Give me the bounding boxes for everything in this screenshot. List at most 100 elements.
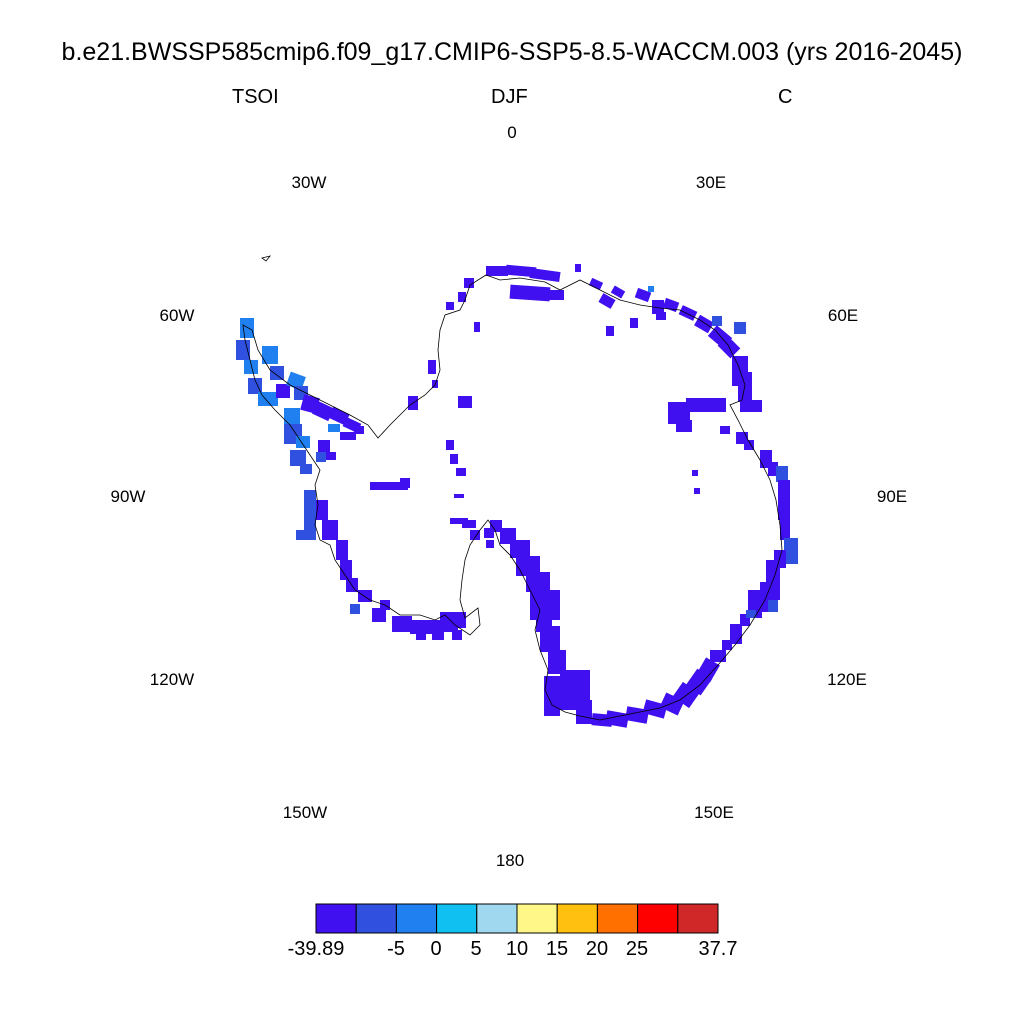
colorbar-tick-label: 5 (470, 938, 482, 960)
tsoi-grid-cell (510, 540, 530, 558)
colorbar-swatch (596, 903, 639, 934)
colorbar-swatch (395, 903, 438, 934)
colorbar (315, 903, 719, 934)
tsoi-grid-cell (676, 420, 692, 432)
colorbar-swatch (516, 903, 558, 934)
tsoi-grid-cell (340, 560, 352, 580)
tsoi-grid-cell (746, 610, 756, 618)
tsoi-grid-cell (634, 287, 652, 303)
tsoi-grid-cell (575, 264, 581, 272)
variable-label: TSOI (232, 86, 279, 108)
tsoi-grid-cell (740, 614, 750, 626)
colorbar-swatch (677, 903, 719, 934)
lon-label-150e: 150E (694, 803, 734, 822)
colorbar-swatch (637, 903, 679, 934)
tsoi-grid-cell (248, 378, 262, 394)
tsoi-grid-cell (624, 706, 650, 724)
tsoi-grid-cell (416, 630, 426, 640)
colorbar-swatch (476, 903, 518, 934)
tsoi-grid-cell (734, 322, 746, 334)
lon-label-30e: 30E (695, 173, 727, 192)
lon-label-120e: 120E (827, 670, 867, 689)
colorbar-tick-label: 20 (585, 938, 609, 960)
tsoi-grid-cell (486, 266, 508, 276)
map-title: b.e21.BWSSP585cmip6.f09_g17.CMIP6-SSP5-8… (61, 38, 963, 66)
tsoi-grid-cell (780, 520, 790, 540)
antarctica-coastline (242, 274, 783, 721)
island-outline (261, 255, 272, 262)
tsoi-grid-cell (784, 538, 798, 564)
tsoi-grid-cell (300, 464, 312, 474)
colorbar-swatch (355, 903, 397, 934)
tsoi-grid-cell (258, 392, 278, 406)
tsoi-grid-cell (548, 650, 566, 674)
tsoi-grid-cell (474, 322, 480, 332)
tsoi-grid-cell (500, 528, 516, 544)
tsoi-grid-cell (648, 286, 654, 292)
lon-label-60e: 60E (827, 306, 859, 325)
tsoi-grid-cell (428, 360, 436, 374)
tsoi-grid-cell (768, 462, 778, 476)
colorbar-tick-label: 15 (545, 938, 569, 960)
tsoi-grid-cell (588, 277, 604, 291)
tsoi-grid-cell (350, 604, 360, 614)
tsoi-grid-cell (694, 488, 700, 494)
tsoi-grid-cell (400, 478, 410, 488)
tsoi-grid-cell (328, 424, 340, 432)
colorbar-tick-label: 10 (505, 938, 529, 960)
colorbar-tick-label: -39.89 (287, 938, 345, 960)
tsoi-grid-cell (470, 530, 480, 540)
tsoi-grid-cell (722, 640, 732, 650)
tsoi-grid-cell (630, 318, 638, 328)
tsoi-grid-cell (440, 612, 458, 632)
tsoi-grid-cell (530, 590, 560, 620)
tsoi-grid-cell (720, 426, 730, 434)
season-label: DJF (491, 86, 528, 108)
tsoi-grid-cell (354, 426, 364, 434)
tsoi-grid-cell (446, 302, 454, 310)
tsoi-grid-cell (529, 267, 561, 283)
tsoi-grid-cell (712, 316, 722, 326)
tsoi-grid-cell (262, 346, 278, 364)
tsoi-grid-cell (484, 528, 494, 538)
tsoi-grid-cell (668, 402, 690, 424)
tsoi-grid-cell (526, 572, 550, 592)
colorbar-swatch (315, 903, 357, 934)
lon-label-30w: 30W (291, 173, 327, 192)
coastline (242, 255, 783, 721)
tsoi-grid-cell (456, 468, 466, 476)
tsoi-grid-cell (328, 406, 350, 426)
colorbar-swatch (436, 903, 478, 934)
lon-label-120w: 120W (149, 670, 195, 689)
tsoi-grid-cell (509, 284, 551, 302)
tsoi-grid-cell (704, 398, 726, 412)
colorbar-tick-label: -5 (387, 938, 405, 960)
colorbar-tick-label: 25 (625, 938, 649, 960)
tsoi-grid-cell (464, 278, 474, 288)
tsoi-grid-cell (284, 408, 300, 424)
tsoi-grid-cell (598, 293, 616, 309)
tsoi-grid-cell (340, 432, 356, 440)
tsoi-grid-cell (505, 264, 537, 278)
tsoi-grid-cell (322, 520, 338, 540)
tsoi-grid-cell (456, 612, 466, 628)
tsoi-grid-cell (336, 540, 348, 560)
tsoi-grid-cell (244, 360, 258, 374)
tsoi-grid-cell (740, 400, 762, 412)
tsoi-grid-cell (290, 450, 306, 466)
tsoi-grid-cell (710, 650, 726, 662)
tsoi-grid-cell (548, 290, 564, 300)
tsoi-grid-cell (544, 676, 560, 716)
tsoi-grid-cell (372, 608, 386, 622)
lon-label-90e: 90E (876, 487, 908, 506)
lon-label-90w: 90W (110, 487, 146, 506)
tsoi-grid-cell (240, 318, 254, 338)
tsoi-grid-cell (656, 312, 666, 320)
tsoi-grid-cell (694, 314, 714, 334)
tsoi-grid-cell (462, 520, 476, 528)
tsoi-grid-cell (452, 630, 462, 640)
tsoi-grid-cell (370, 482, 408, 490)
colorbar-tick-label: 0 (430, 938, 442, 960)
tsoi-grid-cell (454, 494, 464, 498)
